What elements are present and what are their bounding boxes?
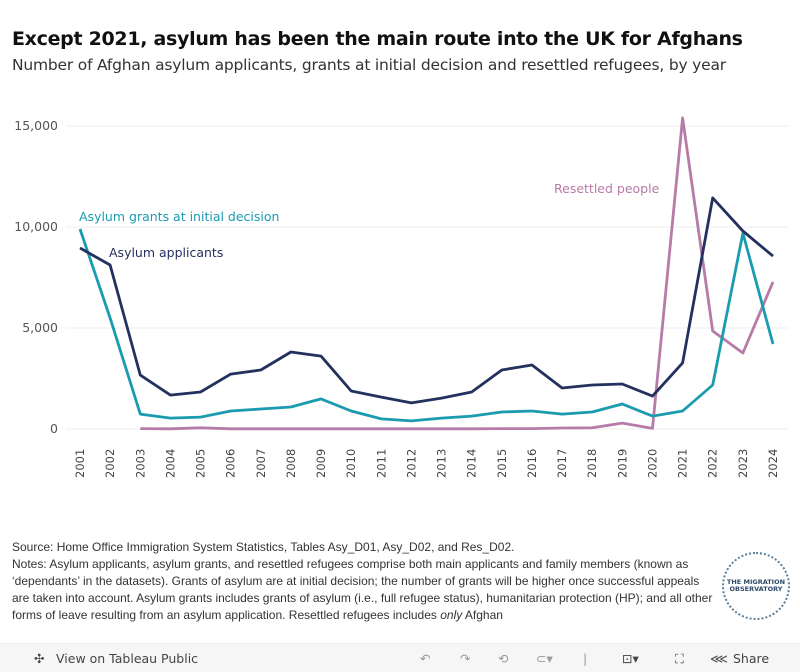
notes-text: Notes: Asylum applicants, asylum grants,… bbox=[12, 557, 713, 622]
migration-observatory-logo: THE MIGRATION OBSERVATORY bbox=[722, 552, 790, 620]
notes-emphasis: only bbox=[440, 608, 463, 622]
x-tick-label: 2012 bbox=[404, 449, 418, 478]
chart-subtitle: Number of Afghan asylum applicants, gran… bbox=[12, 56, 726, 74]
tableau-toolbar: ✣ View on Tableau Public ↶ ↷ ⟲ ⊂▾ | ⊡▾ ⛶… bbox=[0, 643, 800, 672]
x-tick-label: 2019 bbox=[615, 449, 629, 478]
series-line-asylum-applicants bbox=[79, 196, 774, 405]
share-icon[interactable]: ⋘ bbox=[710, 651, 728, 666]
x-tick-label: 2001 bbox=[73, 449, 87, 478]
tableau-icon: ✣ bbox=[34, 651, 45, 666]
x-tick-label: 2014 bbox=[465, 449, 479, 478]
y-tick-label: 15,000 bbox=[14, 118, 58, 133]
series-line-resettled-people bbox=[140, 116, 775, 431]
x-tick-label: 2022 bbox=[706, 449, 720, 478]
y-tick-label: 5,000 bbox=[22, 320, 58, 335]
line-chart: 0 5,000 10,000 15,000 2001 2002 2003 2004 2005 20… bbox=[14, 116, 788, 478]
x-tick-label: 2021 bbox=[676, 449, 690, 478]
series-label: Asylum grants at initial decision bbox=[79, 209, 279, 224]
refresh-icon[interactable]: ⊂▾ bbox=[536, 651, 553, 666]
source-text: Source: Home Office Immigration System S… bbox=[12, 540, 515, 554]
x-tick-label: 2016 bbox=[525, 449, 539, 478]
y-tick-label: 0 bbox=[50, 421, 58, 436]
chart-title: Except 2021, asylum has been the main ro… bbox=[12, 28, 743, 50]
download-icon[interactable]: ⊡▾ bbox=[622, 651, 639, 666]
x-tick-label: 2005 bbox=[194, 449, 208, 478]
x-tick-label: 2013 bbox=[435, 449, 449, 478]
y-tick-label: 10,000 bbox=[14, 219, 58, 234]
x-tick-label: 2009 bbox=[314, 449, 328, 478]
revert-icon[interactable]: ⟲ bbox=[498, 651, 509, 666]
notes-tail: Afghan bbox=[464, 608, 503, 622]
x-tick-label: 2024 bbox=[766, 449, 780, 478]
x-tick-label: 2010 bbox=[344, 449, 358, 478]
x-tick-label: 2006 bbox=[224, 449, 238, 478]
x-tick-label: 2015 bbox=[495, 449, 509, 478]
x-tick-label: 2007 bbox=[254, 449, 268, 478]
x-tick-label: 2020 bbox=[645, 449, 659, 478]
x-tick-label: 2017 bbox=[555, 449, 569, 478]
redo-icon[interactable]: ↷ bbox=[460, 651, 471, 666]
x-tick-label: 2003 bbox=[133, 449, 147, 478]
x-tick-label: 2023 bbox=[736, 449, 750, 478]
fullscreen-icon[interactable]: ⛶ bbox=[675, 651, 684, 666]
notes: Source: Home Office Immigration System S… bbox=[12, 539, 716, 624]
x-tick-label: 2011 bbox=[374, 449, 388, 478]
x-tick-label: 2002 bbox=[103, 449, 117, 478]
divider: | bbox=[583, 651, 588, 666]
x-tick-label: 2008 bbox=[284, 449, 298, 478]
undo-icon[interactable]: ↶ bbox=[420, 651, 431, 666]
series-line-asylum-grants-at-initial-decision bbox=[78, 228, 775, 423]
x-tick-label: 2018 bbox=[585, 449, 599, 478]
view-on-tableau-link[interactable]: View on Tableau Public bbox=[56, 651, 199, 666]
share-button[interactable]: Share bbox=[733, 651, 770, 666]
series-label: Asylum applicants bbox=[109, 245, 223, 260]
x-tick-label: 2004 bbox=[163, 449, 177, 478]
series-label: Resettled people bbox=[554, 181, 660, 196]
